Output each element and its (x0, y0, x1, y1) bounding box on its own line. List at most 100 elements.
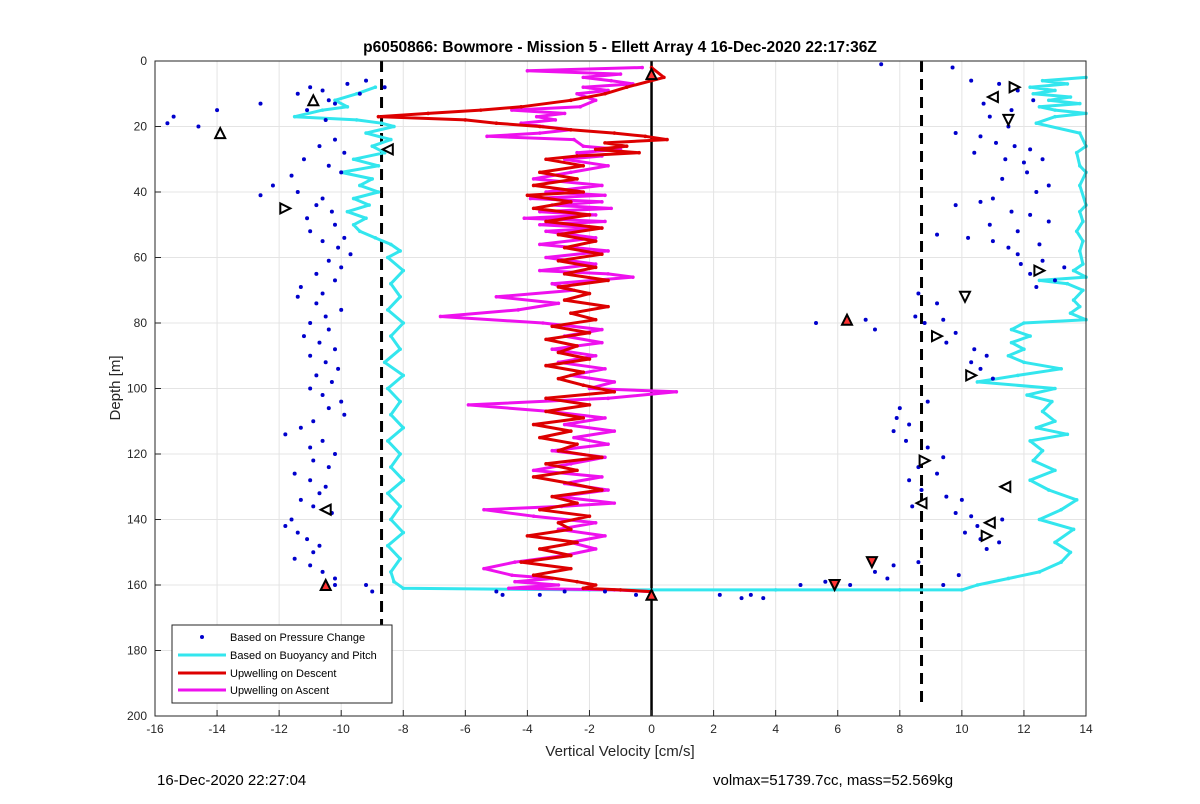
series-point (544, 255, 548, 260)
pressure-point (311, 419, 316, 424)
series-point (593, 98, 598, 103)
pressure-point (329, 209, 334, 214)
series-point (1068, 311, 1073, 315)
series-point (593, 213, 598, 217)
series-point (401, 530, 406, 535)
series-point (531, 475, 536, 479)
y-tick-label: 160 (127, 578, 147, 592)
triangle-marker (644, 587, 659, 601)
series-point (389, 281, 393, 286)
x-tick-label: -14 (208, 722, 226, 736)
series-point (593, 239, 598, 243)
series-point (1071, 298, 1076, 302)
series-point (556, 448, 561, 453)
series-point (513, 579, 517, 584)
pressure-point (997, 81, 1002, 86)
pressure-point (308, 85, 313, 90)
series-point (531, 573, 536, 577)
series-point (385, 255, 390, 260)
series-point (389, 517, 393, 522)
series-point (581, 164, 586, 168)
series-point (575, 579, 579, 584)
pressure-point (332, 347, 337, 352)
pressure-point (357, 91, 362, 96)
pressure-point (634, 592, 639, 597)
x-axis-label: Vertical Velocity [cm/s] (545, 743, 694, 760)
pressure-point (342, 235, 347, 240)
pressure-point (326, 258, 331, 263)
pressure-point (907, 422, 912, 427)
pressure-point (1034, 284, 1039, 289)
series-point (531, 206, 536, 211)
series-point (376, 190, 381, 194)
x-tick-label: 4 (772, 722, 779, 736)
y-tick-label: 180 (127, 644, 147, 658)
pressure-point (295, 530, 300, 535)
pressure-point (283, 432, 288, 437)
pressure-point (994, 140, 999, 145)
triangle-marker (306, 93, 320, 107)
series-point (612, 429, 617, 433)
pressure-point (935, 471, 940, 476)
series-point (606, 249, 610, 253)
series-point (624, 85, 629, 89)
series-point (466, 403, 471, 407)
pressure-point (978, 134, 983, 139)
pressure-point (336, 245, 341, 250)
pressure-point (332, 583, 337, 587)
triangle-marker (840, 312, 854, 326)
pressure-point (308, 353, 313, 358)
series-point (603, 416, 607, 420)
pressure-point (997, 540, 1002, 545)
pressure-point (305, 108, 310, 113)
series-point (569, 429, 573, 433)
pressure-point (320, 393, 325, 398)
series-point (600, 183, 604, 188)
series-point (1022, 360, 1026, 365)
series-point (1009, 327, 1014, 332)
series-point (544, 363, 548, 368)
pressure-point (332, 278, 337, 283)
series-point (389, 334, 393, 338)
series-point (612, 380, 617, 384)
series-point (1053, 468, 1057, 473)
series-point (389, 570, 393, 574)
series-point (401, 321, 406, 325)
pressure-point (305, 537, 310, 542)
series-point (562, 111, 567, 116)
series-point (398, 249, 402, 253)
series-point (1053, 108, 1057, 112)
triangle-marker (985, 90, 999, 104)
series-point (506, 586, 511, 591)
series-point (618, 588, 623, 592)
series-point (572, 137, 576, 142)
series-point (531, 514, 536, 519)
pressure-point (295, 190, 300, 194)
series-layer (165, 62, 1088, 601)
series-point (345, 105, 350, 109)
pressure-point (314, 203, 319, 208)
series-point (581, 383, 586, 388)
triangle-marker (827, 579, 842, 593)
series-point (389, 412, 393, 417)
series-point (600, 455, 604, 460)
series-point (385, 491, 390, 496)
series-point (385, 439, 390, 443)
pressure-point (308, 386, 313, 391)
series-point (1065, 432, 1070, 437)
pressure-point (1028, 212, 1033, 217)
series-point (603, 219, 607, 224)
series-point (401, 426, 406, 430)
pressure-point (1003, 157, 1008, 162)
triangle-marker (319, 577, 333, 591)
series-point (624, 144, 629, 148)
pressure-point (326, 406, 331, 411)
series-point (351, 157, 356, 162)
series-point (1059, 507, 1063, 512)
pressure-point (295, 294, 300, 299)
series-point (637, 150, 641, 155)
series-point (531, 177, 536, 181)
pressure-point (332, 576, 337, 581)
series-point (600, 226, 604, 230)
series-point (575, 540, 579, 545)
